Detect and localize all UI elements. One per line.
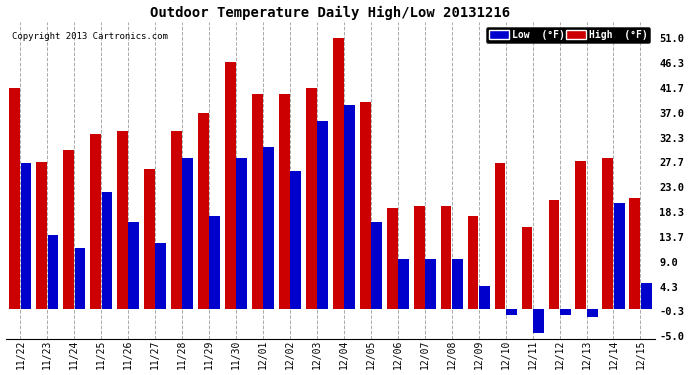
Bar [128, 222, 139, 309]
Bar [144, 168, 155, 309]
Text: Copyright 2013 Cartronics.com: Copyright 2013 Cartronics.com [12, 32, 168, 41]
Bar [371, 222, 382, 309]
Bar [10, 88, 20, 309]
Bar [614, 203, 624, 309]
Bar [155, 243, 166, 309]
Bar [495, 163, 505, 309]
Bar [560, 309, 571, 315]
Bar [522, 227, 533, 309]
Bar [414, 206, 424, 309]
Bar [333, 38, 344, 309]
Bar [21, 163, 32, 309]
Bar [533, 309, 544, 333]
Bar [602, 158, 613, 309]
Bar [506, 309, 517, 315]
Title: Outdoor Temperature Daily High/Low 20131216: Outdoor Temperature Daily High/Low 20131… [150, 6, 511, 20]
Bar [90, 134, 101, 309]
Bar [479, 285, 490, 309]
Bar [306, 88, 317, 309]
Bar [225, 62, 236, 309]
Bar [641, 283, 651, 309]
Bar [237, 158, 247, 309]
Bar [387, 209, 397, 309]
Bar [171, 131, 182, 309]
Bar [252, 94, 263, 309]
Bar [290, 171, 301, 309]
Bar [425, 259, 436, 309]
Bar [317, 121, 328, 309]
Legend: Low  (°F), High  (°F): Low (°F), High (°F) [486, 27, 651, 43]
Bar [344, 105, 355, 309]
Bar [468, 216, 478, 309]
Bar [264, 147, 274, 309]
Bar [48, 235, 59, 309]
Bar [101, 192, 112, 309]
Bar [359, 102, 371, 309]
Bar [586, 309, 598, 317]
Bar [279, 94, 290, 309]
Bar [117, 131, 128, 309]
Bar [441, 206, 451, 309]
Bar [209, 216, 220, 309]
Bar [398, 259, 409, 309]
Bar [452, 259, 463, 309]
Bar [629, 198, 640, 309]
Bar [75, 248, 86, 309]
Bar [198, 112, 209, 309]
Bar [182, 158, 193, 309]
Bar [575, 160, 586, 309]
Bar [37, 162, 47, 309]
Bar [63, 150, 74, 309]
Bar [549, 200, 560, 309]
